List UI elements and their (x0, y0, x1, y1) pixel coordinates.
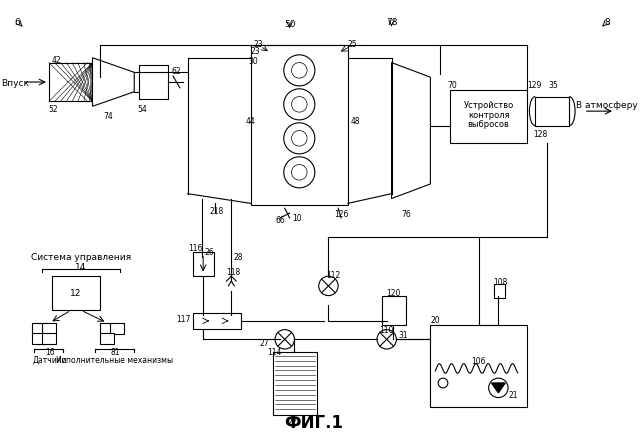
Text: 28: 28 (234, 253, 243, 261)
Bar (193, 252, 214, 276)
Text: 74: 74 (103, 112, 113, 121)
Circle shape (292, 97, 307, 113)
Bar (450, 91, 527, 144)
Text: 52: 52 (49, 105, 58, 113)
Text: 23: 23 (251, 47, 260, 57)
Bar (273, 352, 317, 415)
Text: 20: 20 (431, 316, 440, 325)
Text: 14: 14 (75, 262, 86, 272)
Text: 8: 8 (604, 18, 610, 27)
Text: 126: 126 (334, 209, 348, 218)
Text: 66: 66 (275, 216, 285, 225)
Bar (32, 323, 46, 335)
Text: 31: 31 (398, 330, 408, 339)
Text: Система управления: Система управления (31, 253, 131, 261)
Text: 26: 26 (204, 248, 214, 257)
Text: 42: 42 (52, 56, 61, 65)
Bar (382, 296, 406, 325)
Text: 25: 25 (348, 39, 358, 49)
Text: 116: 116 (188, 243, 203, 252)
Text: 70: 70 (447, 81, 456, 90)
Bar (32, 333, 46, 344)
Text: 81: 81 (110, 348, 120, 357)
Text: 44: 44 (246, 117, 255, 126)
Bar (52, 276, 100, 311)
Text: 128: 128 (533, 130, 547, 139)
Text: 129: 129 (527, 81, 541, 90)
Bar (139, 65, 168, 100)
Text: 114: 114 (267, 348, 281, 357)
Text: 218: 218 (210, 206, 224, 215)
Text: Исполнительные механизмы: Исполнительные механизмы (56, 355, 173, 364)
Text: 22: 22 (288, 417, 297, 426)
Text: 21: 21 (508, 390, 518, 399)
Bar (430, 325, 527, 407)
Text: 110: 110 (380, 325, 394, 334)
Text: 30: 30 (249, 57, 259, 66)
Text: Впуск: Впуск (1, 78, 29, 87)
Bar (49, 64, 93, 102)
Bar (493, 284, 505, 298)
Text: 23: 23 (253, 39, 263, 49)
Circle shape (284, 124, 315, 155)
Text: 54: 54 (137, 105, 147, 113)
Circle shape (319, 276, 338, 296)
Text: 27: 27 (260, 338, 269, 347)
Text: 112: 112 (326, 270, 340, 279)
Text: 120: 120 (387, 289, 401, 297)
Circle shape (438, 378, 448, 388)
Text: 12: 12 (70, 289, 82, 297)
Bar (535, 97, 569, 127)
Circle shape (292, 64, 307, 79)
Circle shape (284, 90, 315, 120)
Text: выбросов: выбросов (468, 120, 509, 129)
Text: 62: 62 (171, 67, 181, 76)
Circle shape (275, 330, 294, 349)
Text: 108: 108 (493, 277, 508, 286)
Bar (110, 323, 124, 335)
Text: Датчики: Датчики (33, 354, 67, 364)
Polygon shape (492, 383, 505, 393)
Text: 117: 117 (176, 315, 191, 324)
Text: 76: 76 (401, 209, 411, 218)
Text: 48: 48 (351, 117, 360, 126)
Text: 35: 35 (549, 81, 559, 90)
Text: Устройство: Устройство (463, 101, 514, 110)
Text: 16: 16 (45, 348, 54, 357)
Text: 106: 106 (472, 357, 486, 365)
Bar (100, 323, 114, 335)
Bar (193, 314, 241, 329)
Text: 50: 50 (284, 20, 295, 29)
Text: 78: 78 (386, 18, 397, 27)
Text: В атмосферу: В атмосферу (576, 101, 638, 110)
Bar (100, 333, 114, 344)
Bar (42, 323, 56, 335)
Text: 10: 10 (292, 214, 302, 223)
Bar (251, 46, 348, 206)
Bar (42, 333, 56, 344)
Text: контроля: контроля (468, 110, 509, 119)
Circle shape (284, 157, 315, 188)
Circle shape (377, 330, 396, 349)
Circle shape (292, 131, 307, 147)
Text: 6: 6 (15, 18, 20, 27)
Circle shape (489, 378, 508, 398)
Text: 118: 118 (226, 267, 241, 276)
Text: ФИГ.1: ФИГ.1 (284, 413, 344, 431)
Polygon shape (392, 64, 430, 199)
Circle shape (284, 56, 315, 87)
Circle shape (292, 165, 307, 180)
Polygon shape (93, 59, 134, 107)
